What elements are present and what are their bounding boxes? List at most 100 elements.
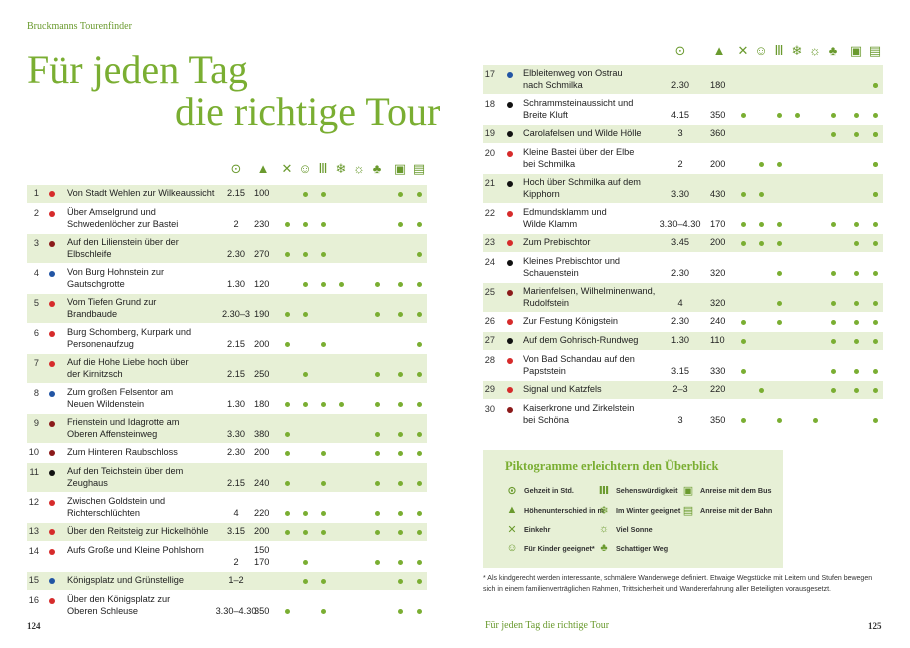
table-row: 11 Auf den Teichstein über dem Zeughaus 2.1…	[27, 463, 427, 492]
feature-dot	[853, 369, 859, 374]
feature-dot	[397, 191, 403, 197]
difficulty-bullet	[49, 578, 55, 585]
feature-dot	[872, 192, 878, 197]
walking-time: 2	[233, 556, 239, 567]
difficulty-bullet	[49, 211, 55, 217]
tour-number: 21	[484, 178, 495, 188]
train-icon: ▤	[868, 43, 882, 58]
feature-dot	[853, 222, 859, 227]
tour-number: 3	[33, 238, 39, 248]
feature-dot	[397, 609, 403, 614]
table-row: 17 Elbleitenweg von Ostrau nach Schmilka 2.…	[483, 65, 883, 94]
tour-name: Königsplatz und Grünstellige	[67, 575, 184, 586]
elevation-gain: 150 170	[254, 545, 270, 567]
difficulty-bullet	[49, 241, 55, 247]
legend-label: Im Winter geeignet	[616, 506, 681, 515]
monument-icon: Ⅲ	[598, 485, 610, 497]
feature-dot	[416, 481, 422, 486]
tour-number: 23	[484, 237, 495, 248]
difficulty-bullet	[49, 391, 55, 397]
snowflake-icon: ❄	[599, 505, 609, 517]
tour-number: 12	[28, 497, 39, 507]
walking-time: 2	[233, 218, 239, 229]
feature-dot	[872, 338, 878, 344]
feature-dot	[374, 450, 380, 456]
feature-dot	[397, 450, 403, 456]
running-header: Bruckmanns Tourenfinder	[27, 21, 132, 32]
difficulty-bullet	[49, 191, 55, 198]
feature-dot	[374, 529, 380, 535]
feature-dot	[302, 372, 308, 377]
walking-time: 2.15	[227, 477, 245, 488]
feature-dot	[284, 432, 290, 437]
tour-number: 28	[484, 355, 495, 365]
feature-dot	[320, 252, 326, 257]
walking-time: 3.15	[227, 526, 245, 537]
feature-dot	[853, 240, 859, 246]
difficulty-bullet	[49, 301, 55, 307]
feature-dot	[284, 609, 290, 614]
legend-label: Anreise mit der Bahn	[700, 506, 773, 515]
feature-dot	[776, 240, 782, 246]
tour-number: 16	[28, 595, 39, 605]
tour-name: Über Amselgrund und Schwedenlöcher zur Ba…	[67, 207, 179, 229]
walking-time: 1.30	[227, 398, 245, 409]
feature-dot	[320, 222, 326, 227]
elevation-gain: 350	[710, 414, 726, 425]
feature-dot	[284, 312, 290, 317]
feature-dot	[776, 222, 782, 227]
table-row: 4 Von Burg Hohnstein zur Gautschgrotte 1.30…	[27, 264, 427, 293]
feature-dot	[776, 162, 782, 167]
tour-number: 4	[33, 268, 39, 278]
table-row: 10 Zum Hinteren Raubschloss 2.30 200	[27, 444, 427, 462]
feature-dot	[758, 240, 764, 246]
tour-name: Zum großen Felsentor am Neuen Wildenstein	[67, 387, 174, 409]
table-row: 16 Über den Königsplatz zur Oberen Schleus…	[27, 591, 427, 620]
tour-name: Carolafelsen und Wilde Hölle	[523, 128, 642, 139]
feature-dot	[812, 418, 818, 423]
legend-item: ▣ Anreise mit dem Bus	[681, 484, 772, 497]
tour-name: Signal und Katzfels	[523, 384, 602, 395]
bus-icon: ▣	[849, 43, 863, 58]
table-row: 20 Kleine Bastei über der Elbe bei Schmilk…	[483, 144, 883, 173]
monument-icon: Ⅲ	[318, 161, 328, 176]
difficulty-bullet	[49, 500, 55, 506]
feature-dot	[872, 271, 878, 276]
walking-time: 3.30	[227, 428, 245, 439]
tour-number: 27	[484, 335, 495, 346]
snowflake-icon: ❄	[335, 161, 347, 176]
table-row: 2 Über Amselgrund und Schwedenlöcher zur B…	[27, 204, 427, 233]
feature-dot	[740, 192, 746, 197]
feature-dot	[302, 282, 308, 287]
feature-dot	[374, 511, 380, 516]
table-row: 12 Zwischen Goldstein und Richterschlüchte…	[27, 493, 427, 522]
feature-dot	[302, 191, 308, 197]
walking-time: 2	[677, 158, 683, 169]
feature-dot	[320, 529, 326, 535]
feature-dot	[416, 432, 422, 437]
legend-item: ⊙ Gehzeit in Std.	[505, 484, 574, 497]
tour-name: Zum Prebischtor	[523, 237, 591, 248]
feature-dot	[416, 222, 422, 227]
elevation-gain: 100	[254, 188, 270, 199]
feature-dot	[776, 113, 782, 118]
difficulty-bullet	[49, 361, 55, 367]
tour-name: Von Bad Schandau auf den Papststein	[523, 354, 635, 376]
feature-dot	[320, 402, 326, 407]
feature-dot	[872, 131, 878, 137]
tour-name: Kleines Prebischtor und Schauenstein	[523, 256, 621, 278]
elevation-gain: 180	[710, 79, 726, 90]
walking-time: 2.30	[671, 316, 689, 327]
elevation-gain: 190	[254, 308, 270, 319]
feature-dot	[776, 271, 782, 276]
tour-name: Über den Königsplatz zur Oberen Schleuse	[67, 594, 171, 616]
table-row: 25 Marienfelsen, Wilhelminenwand, Rudolfst…	[483, 283, 883, 312]
feature-dot	[374, 560, 380, 565]
feature-dot	[302, 252, 308, 257]
table-row: 5 Vom Tiefen Grund zur Brandbaude 2.30–3 190	[27, 294, 427, 323]
elevation-gain: 240	[710, 316, 726, 327]
feature-dot	[284, 529, 290, 535]
table-row: 1 Von Stadt Wehlen zur Wilkeaussicht 2.15 1…	[27, 185, 427, 203]
tour-number: 10	[28, 447, 39, 458]
elevation-gain: 320	[710, 267, 726, 278]
